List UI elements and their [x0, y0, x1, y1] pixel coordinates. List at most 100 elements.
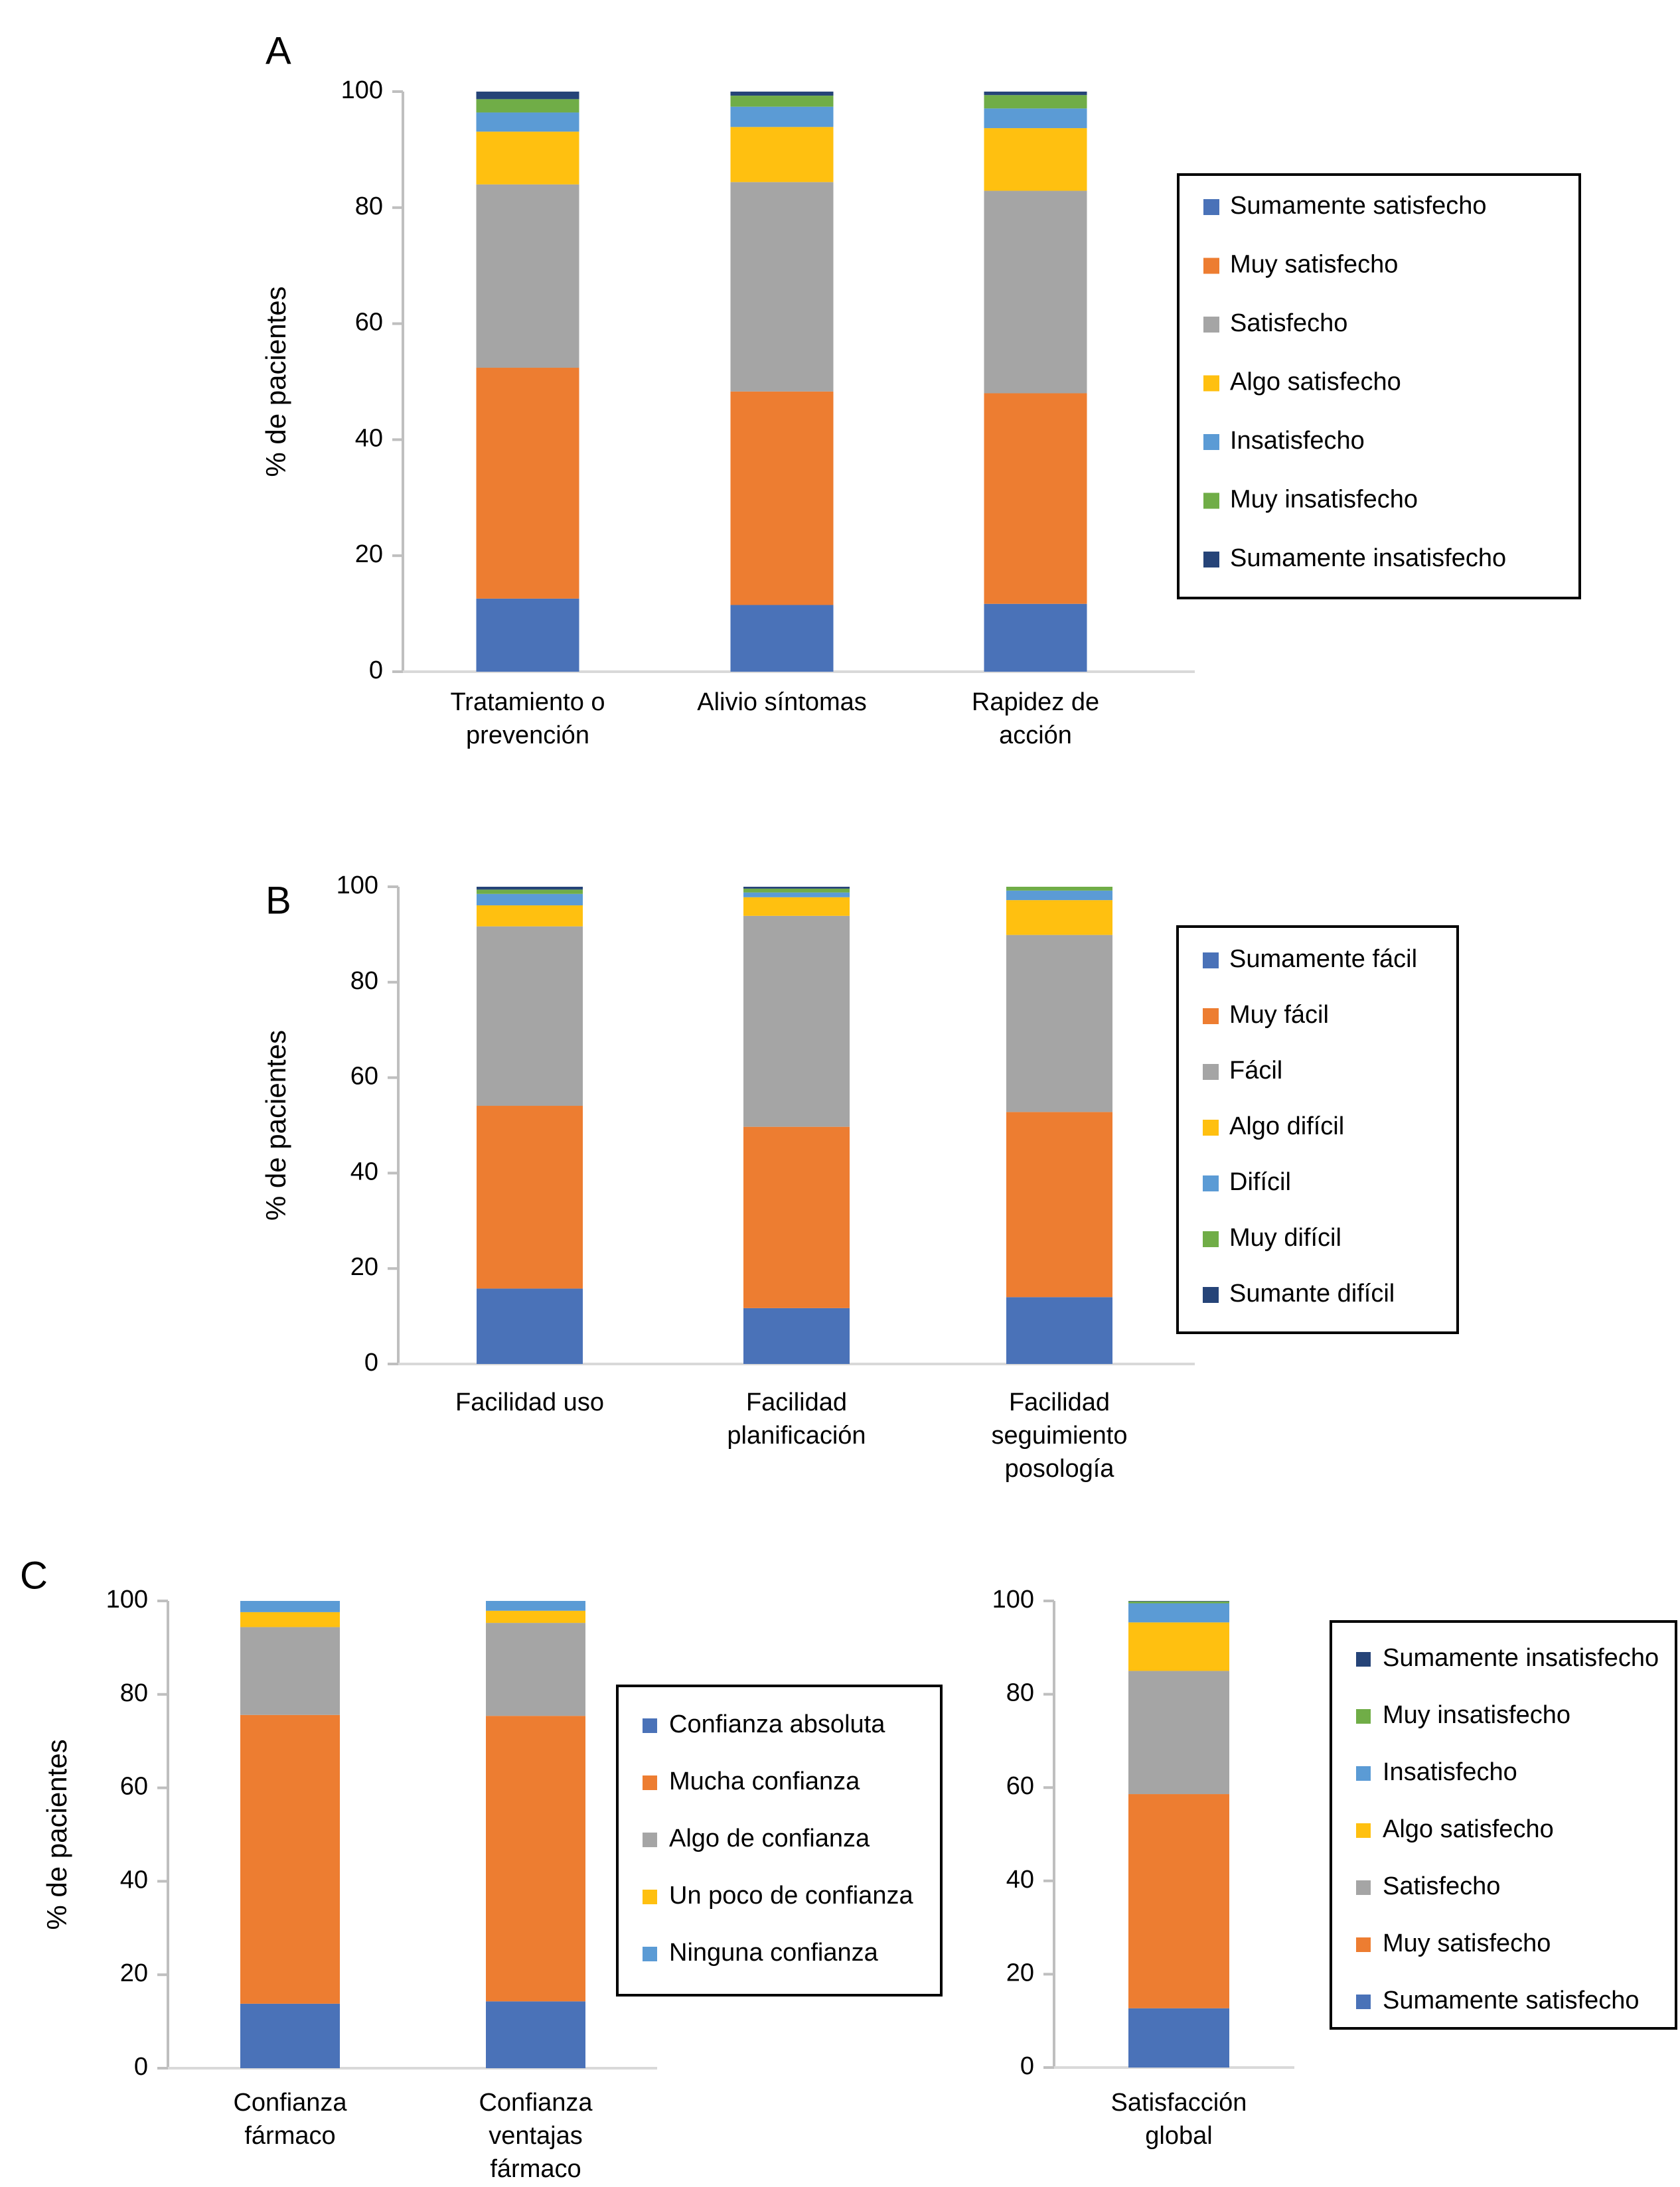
y-tick-label: 60 [1006, 1772, 1034, 1800]
legend-label: Muy insatisfecho [1383, 1701, 1570, 1729]
legend-swatch [1356, 1823, 1371, 1838]
legend-label: Sumamente insatisfecho [1230, 544, 1506, 572]
y-axis-title: % de pacientes [260, 286, 291, 477]
bar-segment-fácil [743, 915, 850, 1127]
bar-segment-sumamente-fácil [477, 1288, 583, 1364]
legend-label: Insatisfecho [1383, 1758, 1517, 1786]
bar-segment-muy-difícil [743, 888, 850, 893]
panel-label: C [20, 1554, 48, 1598]
bar-segment-insatisfecho [730, 106, 834, 127]
chart-a: A % de pacientes 0 20 40 60 80 100 Tratamiento o… [260, 30, 1581, 749]
x-category-label: Tratamiento o [450, 688, 605, 716]
y-axis-title: % de pacientes [41, 1739, 72, 1929]
legend-label: Sumamente fácil [1229, 945, 1417, 973]
legend-label: Difícil [1229, 1168, 1291, 1196]
legend-label: Muy satisfecho [1230, 251, 1398, 279]
bar-segment-muy-insatisfecho [476, 99, 579, 113]
bar-segment-fácil [477, 926, 583, 1106]
bar-segment-insatisfecho [984, 108, 1087, 129]
bar-segment-muy-satisfecho [1128, 1794, 1229, 2008]
legend-label: Algo difícil [1229, 1112, 1344, 1140]
bar-segment-sumamente-insatisfecho [730, 92, 834, 96]
x-category-label: ventajas [489, 2122, 583, 2150]
x-category-label: Rapidez de [972, 688, 1099, 716]
bar-segment-mucha-confianza [240, 1714, 340, 2004]
legend-swatch [1356, 1766, 1371, 1781]
legend-label: Ninguna confianza [669, 1939, 879, 1967]
chart-c1: C % de pacientes 0 20 40 60 80 100 Confianza fárm… [20, 1554, 943, 2183]
legend-swatch [1203, 1008, 1219, 1024]
legend-label: Satisfecho [1230, 309, 1347, 337]
y-tick-label: 20 [355, 540, 383, 568]
x-category-label: Confianza [233, 2089, 347, 2117]
bar-segment-satisfecho [476, 184, 579, 368]
bar-segment-muy-fácil [1006, 1112, 1112, 1298]
bar-segment-muy-fácil [743, 1126, 850, 1308]
legend-swatch [1203, 375, 1219, 392]
bar-segment-ninguna-confianza [486, 1601, 585, 1611]
legend-label: Sumante difícil [1229, 1280, 1395, 1308]
y-tick-label: 40 [1006, 1866, 1034, 1894]
y-tick-label: 80 [1006, 1679, 1034, 1707]
x-category-label: Facilidad [746, 1389, 847, 1416]
legend-label: Fácil [1229, 1057, 1282, 1085]
bar-segment-muy-insatisfecho [730, 96, 834, 107]
bar-segment-algo-difícil [743, 897, 850, 916]
y-tick-label: 60 [120, 1773, 148, 1801]
bar-segment-sumante-difícil [477, 887, 583, 890]
x-category-label: Satisfacción [1111, 2089, 1247, 2117]
y-tick-label: 100 [341, 76, 383, 104]
bar-segment-insatisfecho [476, 112, 579, 132]
legend-swatch [1203, 952, 1219, 968]
y-tick-label: 0 [369, 656, 383, 684]
bar-segment-muy-satisfecho [730, 391, 834, 605]
bar-segment-muy-satisfecho [476, 368, 579, 599]
legend-swatch [1203, 1287, 1219, 1303]
x-category-label: global [1145, 2122, 1212, 2150]
legend-label: Algo satisfecho [1230, 368, 1401, 396]
legend-swatch [1356, 1709, 1371, 1724]
legend-label: Sumamente satisfecho [1383, 1987, 1640, 2014]
bar-segment-sumamente-satisfecho [476, 598, 579, 672]
legend-swatch [1203, 1064, 1219, 1080]
y-tick-label: 80 [350, 967, 378, 995]
x-category-label: fármaco [244, 2122, 335, 2150]
panel-label: B [266, 879, 291, 923]
y-tick-label: 0 [1020, 2052, 1034, 2080]
y-tick-label: 40 [120, 1866, 148, 1894]
bar-segment-sumante-difícil [743, 887, 850, 889]
bar-segment-algo-satisfecho [1128, 1622, 1229, 1671]
bar-segment-muy-difícil [477, 889, 583, 894]
bar-segment-muy-fácil [477, 1106, 583, 1289]
y-axis-title: % de pacientes [260, 1030, 291, 1221]
x-category-label: Facilidad [1009, 1389, 1110, 1416]
bar-segment-difícil [1006, 890, 1112, 901]
panel-label: A [266, 30, 291, 73]
legend-label: Algo satisfecho [1383, 1815, 1554, 1843]
legend-swatch [1356, 1995, 1371, 2009]
y-tick-label: 40 [355, 424, 383, 452]
bar-segment-muy-satisfecho [984, 393, 1087, 604]
legend-swatch [1203, 434, 1219, 450]
y-tick-label: 0 [364, 1349, 378, 1377]
bar-segment-ninguna-confianza [240, 1601, 340, 1612]
y-tick-label: 100 [992, 1586, 1034, 1614]
x-category-label: prevención [466, 721, 589, 749]
y-tick-label: 40 [350, 1158, 378, 1185]
bar-segment-un-poco-de-confianza [486, 1610, 585, 1623]
y-tick-label: 20 [1006, 1959, 1034, 1987]
legend-box [1177, 173, 1581, 599]
bar-segment-confianza-absoluta [240, 2003, 340, 2068]
bar-segment-sumamente-insatisfecho [1128, 1601, 1229, 1602]
legend-label: Muy difícil [1229, 1224, 1341, 1252]
legend-label: Un poco de confianza [669, 1882, 913, 1910]
bar-segment-un-poco-de-confianza [240, 1612, 340, 1627]
legend-swatch [1203, 552, 1219, 567]
chart-b: B % de pacientes 0 20 40 60 80 100 Facilidad uso… [260, 871, 1459, 1483]
legend-label: Sumamente satisfecho [1230, 192, 1487, 220]
bar-segment-satisfecho [1128, 1671, 1229, 1795]
y-tick-label: 60 [355, 309, 383, 337]
legend-label: Sumamente insatisfecho [1383, 1644, 1659, 1672]
bar-segment-mucha-confianza [486, 1716, 585, 2002]
x-category-label: Alivio síntomas [697, 688, 867, 716]
